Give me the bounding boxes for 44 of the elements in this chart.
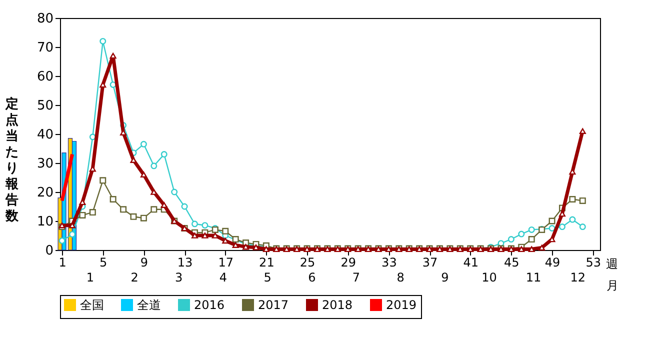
x2-tick-label: 1 [86, 270, 94, 284]
y-axis-title: 定点当たり報告数 [4, 96, 20, 224]
x-tick-label: 25 [300, 256, 316, 270]
legend-label: 2017 [258, 298, 289, 312]
x-tick-label: 13 [177, 256, 193, 270]
x2-tick-label: 9 [441, 270, 449, 284]
x-tick-label: 45 [504, 256, 520, 270]
y-tick-label: 20 [36, 186, 54, 200]
x-tick-label: 17 [218, 256, 234, 270]
x2-axis-title: 月 [606, 278, 618, 292]
x2-tick-label: 7 [352, 270, 360, 284]
y-tick-label: 50 [36, 98, 54, 114]
legend-label: 2018 [322, 298, 353, 312]
x-tick-label: 21 [259, 256, 274, 270]
x-tick-label: 53 [586, 256, 601, 270]
x-tick-label: 29 [340, 256, 356, 270]
x2-tick-label: 4 [219, 270, 228, 284]
legend-label: 全道 [137, 298, 161, 312]
x-tick-label: 5 [100, 256, 108, 270]
x-tick-label: 37 [422, 256, 438, 270]
x-axis-title: 週 [606, 257, 618, 271]
x-tick-label: 1 [58, 256, 66, 270]
y-tick-label: 10 [36, 214, 54, 230]
x-tick-label: 49 [544, 256, 560, 270]
x-tick-label: 41 [463, 256, 478, 270]
x-tick-label: 33 [382, 256, 397, 270]
y-tick-label: 40 [36, 128, 54, 142]
legend-label: 2016 [194, 298, 225, 312]
x2-tick-label: 3 [175, 270, 183, 284]
y-tick-label: 0 [45, 244, 54, 258]
x2-tick-label: 12 [570, 270, 586, 284]
y-tick-label: 80 [36, 12, 54, 26]
y-tick-label: 60 [36, 70, 54, 84]
y-tick-label: 70 [36, 40, 54, 56]
legend-label: 全国 [80, 298, 104, 312]
x-tick-label: 9 [140, 256, 148, 270]
x2-tick-label: 2 [130, 270, 138, 284]
x2-tick-label: 8 [396, 270, 404, 284]
legend-label: 2019 [386, 298, 417, 312]
x2-tick-label: 11 [526, 270, 542, 284]
x2-tick-label: 6 [308, 270, 316, 284]
x2-tick-label: 10 [482, 270, 497, 284]
x2-tick-label: 5 [264, 270, 272, 284]
y-tick-label: 30 [36, 156, 54, 172]
